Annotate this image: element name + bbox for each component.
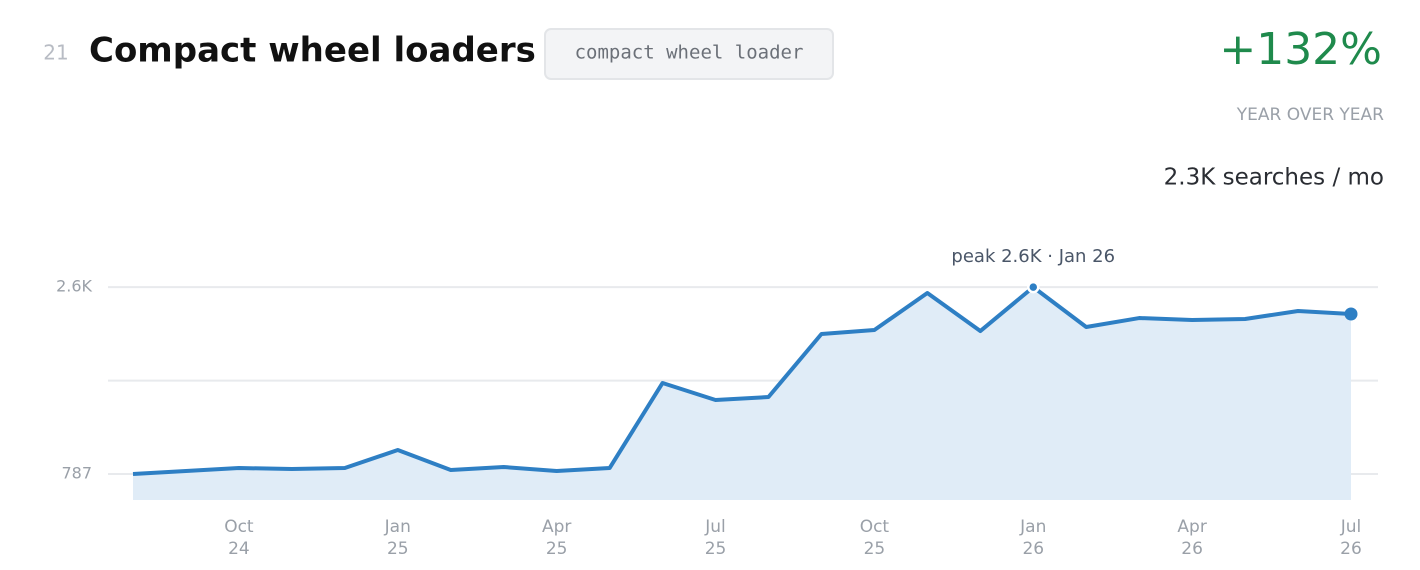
x-tick-label: Jul [704,517,726,537]
x-tick-label: Apr [1177,517,1206,537]
chart-title: Compact wheel loaders [89,31,536,71]
line [132,285,1352,477]
volume: 2.3K searches / mo [1164,165,1384,191]
x-tick-label: Jan [384,517,411,537]
y-tick-label: 2.6K [56,277,92,296]
area [133,287,1351,500]
rank: 21 [43,41,68,65]
x-tick-label: Apr [542,517,571,537]
x-tick-label: Jan [1019,517,1046,537]
x-tick-label: Jul [1340,517,1362,537]
x-tick-label: 25 [546,539,568,559]
tag: compact wheel loader [575,42,804,64]
x-tick-label: Oct [224,517,254,537]
x-tick-label: 26 [1340,539,1362,559]
y-tick-label: 787 [61,464,92,483]
x-tick-label: 26 [1022,539,1044,559]
peak-annotation: peak 2.6K · Jan 26 [951,246,1115,267]
x-tick-label: 26 [1181,539,1203,559]
x-tick-label: 25 [864,539,886,559]
x-tick-label: 25 [387,539,409,559]
tag-box [544,28,834,80]
change-label: YEAR OVER YEAR [1236,105,1384,125]
x-tick-label: Oct [860,517,890,537]
last-marker [1344,307,1358,321]
x-tick-label: 25 [705,539,727,559]
peak-marker [1027,280,1040,294]
x-tick-label: 24 [228,539,250,559]
change: +132% [1219,24,1382,75]
